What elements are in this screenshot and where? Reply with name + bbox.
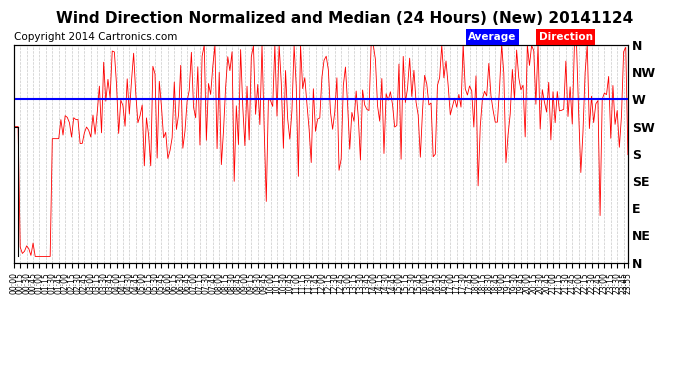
Text: Direction: Direction xyxy=(539,32,593,42)
Text: Wind Direction Normalized and Median (24 Hours) (New) 20141124: Wind Direction Normalized and Median (24… xyxy=(57,11,633,26)
Text: Average: Average xyxy=(469,32,517,42)
Text: Copyright 2014 Cartronics.com: Copyright 2014 Cartronics.com xyxy=(14,32,177,42)
